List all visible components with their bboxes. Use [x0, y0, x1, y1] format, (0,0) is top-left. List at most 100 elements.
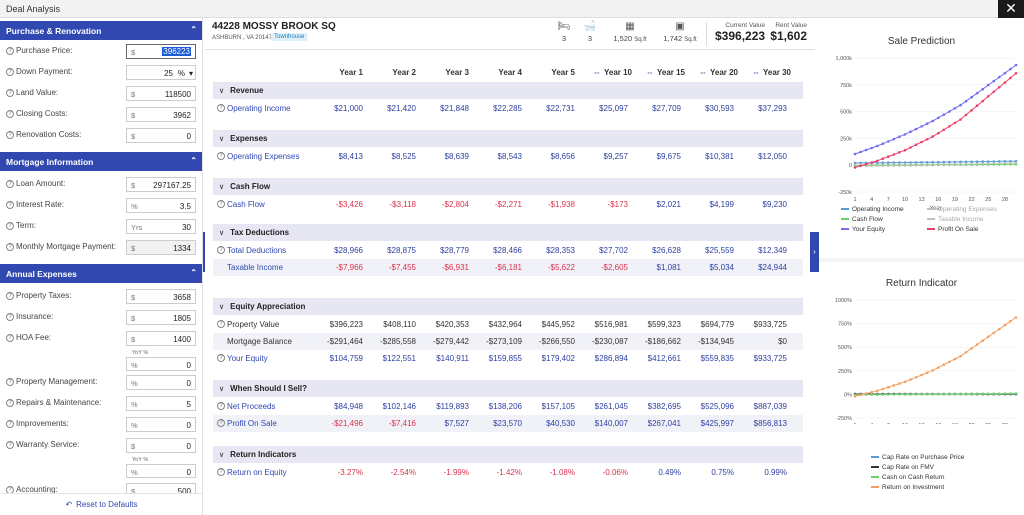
data-point — [942, 363, 946, 366]
expand-columns-icon[interactable]: ⇔ — [698, 68, 707, 77]
section-header[interactable]: ∨ Equity Appreciation — [213, 298, 803, 315]
help-icon[interactable]: ? — [217, 152, 225, 160]
field-value: 500 — [177, 487, 191, 496]
column-header[interactable]: ⇔ Year 30 — [735, 68, 791, 77]
interest-rate-input[interactable]: % 3.5 — [126, 198, 196, 213]
help-icon[interactable]: ? — [6, 89, 14, 97]
help-icon[interactable]: ? — [6, 420, 14, 428]
legend-item[interactable]: Return on Investment — [871, 484, 944, 491]
renovation-costs-input[interactable]: $ 0 — [126, 128, 196, 143]
expand-columns-icon[interactable]: ⇔ — [592, 68, 601, 77]
section-header[interactable]: ∨ Revenue — [213, 82, 803, 99]
property-management-input[interactable]: % 0 — [126, 375, 196, 390]
data-point — [948, 110, 951, 113]
close-button[interactable]: ✕ — [998, 0, 1024, 18]
legend-item[interactable]: Your Equity — [841, 226, 885, 233]
table-cell: -$3,118 — [389, 200, 416, 209]
help-icon[interactable]: ? — [6, 201, 14, 209]
hoa-fee-row: ? HOA Fee: $ 1400 — [0, 328, 202, 348]
closing-costs-input[interactable]: $ 3962 — [126, 107, 196, 122]
land-value-input[interactable]: $ 118500 — [126, 86, 196, 101]
chevron-down-icon[interactable]: ∨ — [219, 88, 225, 95]
monthly-payment-row: ? Monthly Mortgage Payment: $ 1334 — [0, 237, 202, 257]
help-icon[interactable]: ? — [6, 180, 14, 188]
term-input[interactable]: Yrs 30 — [126, 219, 196, 234]
reset-to-defaults-button[interactable]: ↶ Reset to Defaults — [0, 493, 202, 515]
help-icon[interactable]: ? — [6, 110, 14, 118]
hoa-yoy-input[interactable]: % 0 — [126, 357, 196, 371]
help-icon[interactable]: ? — [6, 222, 14, 230]
field-prefix: $ — [131, 90, 136, 99]
help-icon[interactable]: ? — [217, 320, 225, 328]
section-purchase-renovation[interactable]: Purchase & Renovation ⌃ — [0, 21, 202, 40]
property-taxes-input[interactable]: $ 3658 — [126, 289, 196, 304]
section-header[interactable]: ∨ Tax Deductions — [213, 224, 803, 241]
section-header[interactable]: ∨ Expenses — [213, 130, 803, 147]
chevron-down-icon[interactable]: ∨ — [219, 386, 225, 393]
data-point — [931, 163, 934, 167]
title-bar: Deal Analysis ✕ — [0, 0, 1024, 18]
help-icon[interactable]: ? — [6, 313, 14, 321]
data-point — [948, 392, 951, 396]
expand-columns-icon[interactable]: ⇔ — [751, 68, 760, 77]
field-label: Property Taxes: — [16, 291, 72, 300]
section-header[interactable]: ∨ Cash Flow — [213, 178, 803, 195]
legend-item[interactable]: Profit On Sale — [927, 226, 978, 233]
chevron-down-icon[interactable]: ∨ — [219, 136, 225, 143]
warranty-input[interactable]: $ 0 — [126, 438, 196, 453]
help-icon[interactable]: ? — [217, 354, 225, 362]
help-icon[interactable]: ? — [6, 68, 14, 76]
section-annual-expenses[interactable]: Annual Expenses ⌃ — [0, 264, 202, 283]
help-icon[interactable]: ? — [6, 378, 14, 386]
column-header[interactable]: ⇔ Year 10 — [576, 68, 632, 77]
chevron-down-icon[interactable]: ∨ — [219, 230, 225, 237]
column-header[interactable]: ⇔ Year 15 — [629, 68, 685, 77]
legend-label: Cash Flow — [852, 216, 883, 223]
section-mortgage-information[interactable]: Mortgage Information ⌃ — [0, 152, 202, 171]
expand-columns-icon[interactable]: ⇔ — [645, 68, 654, 77]
warranty-yoy-input[interactable]: % 0 — [126, 464, 196, 478]
legend-item[interactable]: Cash on Cash Return — [871, 474, 945, 481]
hoa-fee-input[interactable]: $ 1400 — [126, 331, 196, 346]
table-cell: -$7,455 — [388, 263, 416, 272]
down-payment-select[interactable]: 25 % ▾ — [126, 65, 196, 80]
chevron-down-icon[interactable]: ∨ — [219, 304, 225, 311]
legend-item[interactable]: Cap Rate on FMV — [871, 464, 934, 471]
legend-item[interactable]: Operating Expenses — [927, 206, 997, 213]
help-icon[interactable]: ? — [217, 402, 225, 410]
purchase-price-input[interactable]: $ 396223 — [126, 44, 196, 59]
help-icon[interactable]: ? — [6, 399, 14, 407]
chevron-up-icon[interactable]: ⌃ — [190, 268, 197, 277]
help-icon[interactable]: ? — [217, 468, 225, 476]
closing-costs-row: ? Closing Costs: $ 3962 — [0, 104, 202, 124]
collapse-right-panel-button[interactable]: › — [810, 232, 819, 272]
chevron-up-icon[interactable]: ⌃ — [190, 25, 197, 34]
section-header[interactable]: ∨ Return Indicators — [213, 446, 803, 463]
data-point — [975, 343, 979, 346]
help-icon[interactable]: ? — [6, 334, 14, 342]
data-point — [892, 137, 896, 141]
help-icon[interactable]: ? — [6, 47, 14, 55]
repairs-input[interactable]: % 5 — [126, 396, 196, 411]
table-cell: -$266,550 — [538, 337, 575, 346]
legend-item[interactable]: Operating Income — [841, 206, 904, 213]
legend-item[interactable]: Taxable Income — [927, 216, 984, 223]
section-header[interactable]: ∨ When Should I Sell? — [213, 380, 803, 397]
help-icon[interactable]: ? — [217, 200, 225, 208]
help-icon[interactable]: ? — [217, 104, 225, 112]
legend-item[interactable]: Cap Rate on Purchase Price — [871, 454, 964, 461]
insurance-input[interactable]: $ 1805 — [126, 310, 196, 325]
loan-amount-input[interactable]: $ 297167.25 — [126, 177, 196, 192]
chevron-down-icon[interactable]: ∨ — [219, 184, 225, 191]
chevron-down-icon[interactable]: ∨ — [219, 452, 225, 459]
improvements-input[interactable]: % 0 — [126, 417, 196, 432]
help-icon[interactable]: ? — [6, 292, 14, 300]
help-icon[interactable]: ? — [6, 243, 14, 251]
legend-item[interactable]: Cash Flow — [841, 216, 883, 223]
column-header[interactable]: ⇔ Year 20 — [682, 68, 738, 77]
help-icon[interactable]: ? — [217, 419, 225, 427]
chevron-up-icon[interactable]: ⌃ — [190, 156, 197, 165]
help-icon[interactable]: ? — [6, 131, 14, 139]
help-icon[interactable]: ? — [217, 246, 225, 254]
help-icon[interactable]: ? — [6, 441, 14, 449]
